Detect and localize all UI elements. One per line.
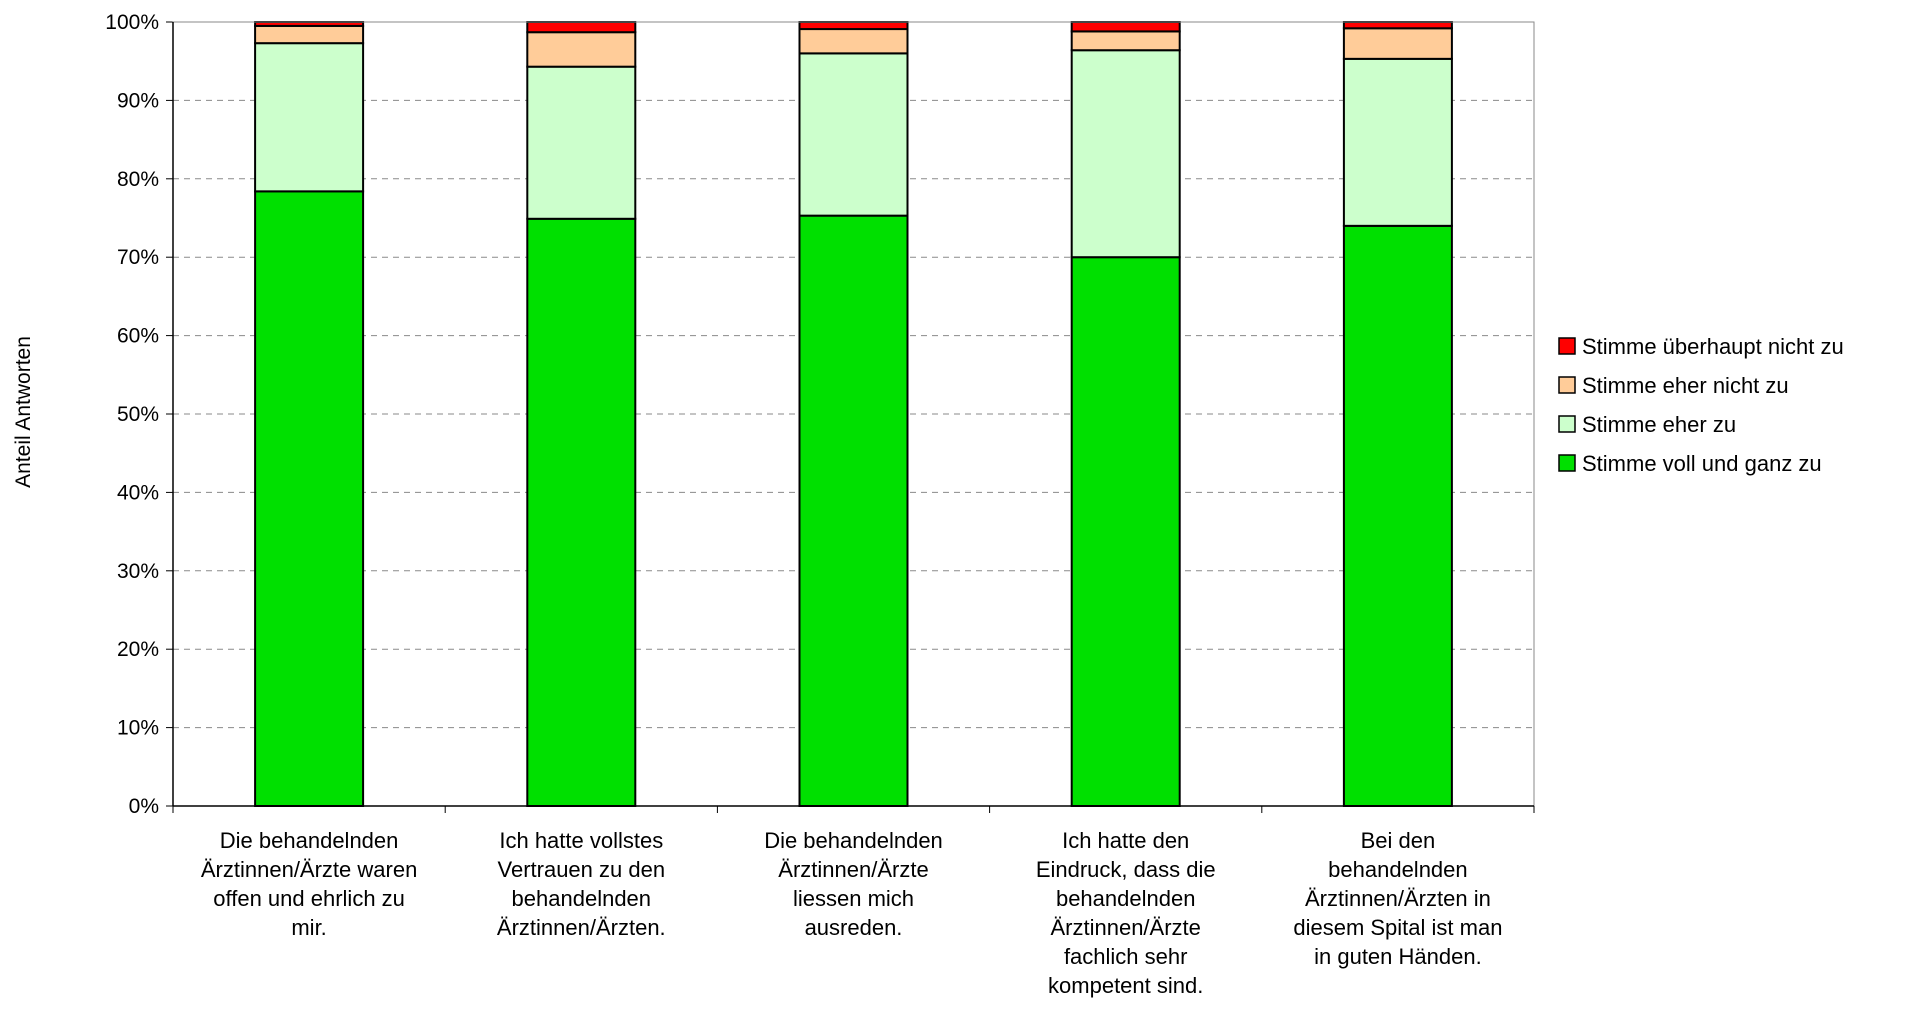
y-tick-label: 40% — [117, 481, 159, 504]
bar-segment — [1070, 49, 1181, 259]
x-category-label: Die behandelnden Ärztinnen/Ärzte waren off… — [201, 828, 417, 940]
legend-swatch — [1558, 454, 1576, 472]
bar-segment — [798, 214, 909, 807]
y-tick-label: 60% — [117, 325, 159, 348]
bar-segment — [254, 21, 365, 27]
x-category-label: Die behandelnden Ärztinnen/Ärzte liessen m… — [764, 828, 943, 940]
y-tick-label: 30% — [117, 560, 159, 583]
legend: Stimme überhaupt nicht zu Stimme eher nic… — [1558, 334, 1844, 476]
y-tick-label: 100% — [105, 11, 159, 34]
bar-segment — [798, 52, 909, 217]
bar-segment — [798, 28, 909, 55]
x-category-label: Ich hatte den Eindruck, dass die behandeln… — [1036, 828, 1216, 998]
legend-label: Stimme eher zu — [1582, 412, 1736, 437]
legend-swatch — [1558, 337, 1576, 355]
y-axis-label: Anteil Antworten — [12, 336, 35, 488]
bar-segment — [254, 24, 365, 45]
legend-label: Stimme voll und ganz zu — [1582, 451, 1822, 476]
bar-segment — [1342, 21, 1453, 30]
bar-segment — [1342, 27, 1453, 60]
bar-segment — [526, 65, 637, 220]
y-tick-label: 80% — [117, 168, 159, 191]
bar-segment — [526, 21, 637, 34]
legend-label: Stimme eher nicht zu — [1582, 373, 1789, 398]
x-category-label: Bei den behandelnden Ärztinnen/Ärzten in di… — [1293, 828, 1502, 969]
axes — [166, 21, 1535, 813]
bar-segment — [1070, 21, 1181, 33]
y-tick-label: 0% — [129, 795, 159, 818]
x-category-label: Ich hatte vollstes Vertrauen zu den behand… — [497, 828, 666, 940]
bar-segment — [1070, 256, 1181, 807]
y-tick-labels: 0% 10% 20% 30% 40% 50% 60% 70% 80% 90% 100% — [105, 11, 159, 818]
legend-label: Stimme überhaupt nicht zu — [1582, 334, 1844, 359]
bars — [254, 21, 1453, 807]
bar-segment — [1342, 57, 1453, 227]
x-category-labels: Die behandelnden Ärztinnen/Ärzte waren off… — [201, 828, 1503, 998]
bar-segment — [254, 190, 365, 807]
bar-segment — [1070, 30, 1181, 52]
legend-swatch — [1558, 415, 1576, 433]
bar-segment — [526, 31, 637, 68]
y-tick-label: 10% — [117, 717, 159, 740]
y-tick-label: 70% — [117, 246, 159, 269]
bar-segment — [254, 42, 365, 193]
bar-segment — [798, 21, 909, 31]
y-tick-label: 90% — [117, 89, 159, 112]
bar-segment — [1342, 224, 1453, 807]
y-tick-label: 50% — [117, 403, 159, 426]
bar-segment — [526, 217, 637, 807]
y-tick-label: 20% — [117, 638, 159, 661]
legend-swatch — [1558, 376, 1576, 394]
